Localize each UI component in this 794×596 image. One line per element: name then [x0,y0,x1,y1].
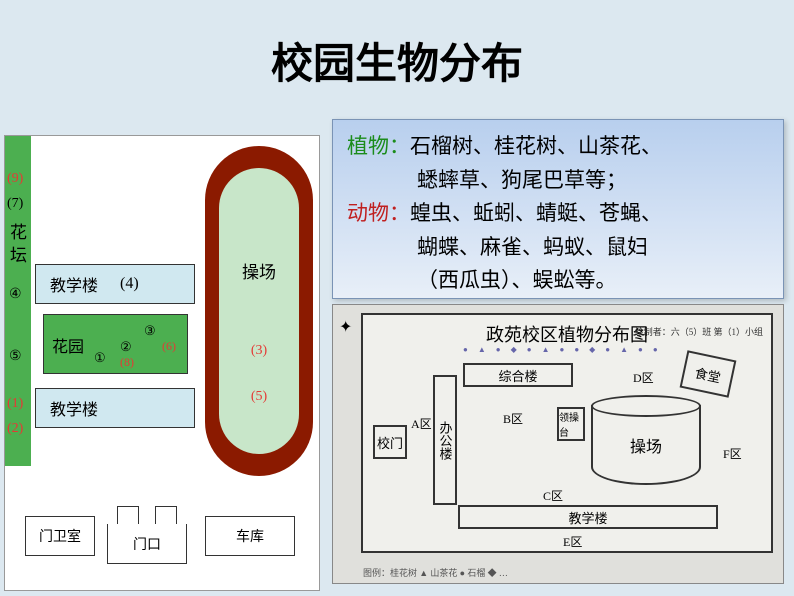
photo-map-legend: 图例：桂花树 ▲ 山茶花 ● 石榴 ◆ … [363,566,508,579]
pm-teaching: 教学楼 [458,505,718,529]
species-info-box: 植物： 石榴树、桂花树、山茶花、 蟋蟀草、狗尾巴草等； 动物： 蝗虫、蚯蚓、蜻蜓… [332,119,784,299]
animal-line1: 动物： 蝗虫、蚯蚓、蜻蜓、苍蝇、 [347,197,769,231]
scatter: ● ▲ ● ◆ ● ▲ ● ● ◆ ● ▲ ● ● [463,345,743,365]
gate-post-l [117,506,139,524]
pm-field: 操场 [591,395,701,485]
num-7: (7) [7,196,23,212]
pm-podium: 领操台 [557,407,585,441]
g-n8: (8) [120,355,134,370]
g-n3: ③ [144,323,156,339]
flowerbed-char2: 坛 [10,241,27,266]
animal-line3: （西瓜虫）、蜈蚣等。 [347,264,769,298]
campus-map-left: (9) (7) 花 坛 ④ ⑤ (1) (2) 教学楼 (4) 花园 ① ② ③… [4,135,320,591]
garden: 花园 ① ② ③ (8) (6) [43,314,188,374]
zone-f: F区 [723,445,742,462]
field-n5: (5) [251,389,267,405]
garage: 车库 [205,516,295,556]
campus-map-photo: ✦ 政苑校区植物分布图 绘制者：六（5）班 第（1）小组 校门 办公楼 综合楼 … [332,304,784,584]
zone-a: A区 [411,415,432,432]
gate: 门口 [107,524,187,564]
pm-office: 办公楼 [433,375,457,505]
side-2: (2) [7,421,23,437]
animal-text1: 蝗虫、蚯蚓、蜻蜓、苍蝇、 [410,197,662,231]
field-n3: (3) [251,343,267,359]
animal-line2: 蝴蝶、麻雀、蚂蚁、鼠妇 [347,231,769,265]
teaching2-label: 教学楼 [50,396,98,420]
flowerbed-char1: 花 [10,218,27,243]
g-n2: ② [120,339,132,355]
zone-c: C区 [543,487,563,504]
compass-icon: ✦ [339,317,352,337]
g-n6: (6) [162,339,176,354]
pm-complex: 综合楼 [463,363,573,387]
plant-line1: 植物： 石榴树、桂花树、山茶花、 [347,130,769,164]
teaching1-num: (4) [120,275,139,293]
num-9: (9) [7,171,23,187]
teaching-building-1: 教学楼 (4) [35,264,195,304]
teaching-building-2: 教学楼 [35,388,195,428]
plant-line2: 蟋蟀草、狗尾巴草等； [347,164,769,198]
zone-e: E区 [563,533,582,550]
animal-label: 动物： [347,197,410,231]
guard-room: 门卫室 [25,516,95,556]
field-label: 操场 [242,258,276,283]
pm-field-label: 操场 [591,433,701,457]
garden-label: 花园 [52,333,84,357]
zone-b: B区 [503,410,523,427]
plant-text1: 石榴树、桂花树、山茶花、 [410,130,662,164]
teaching1-label: 教学楼 [50,272,98,296]
pm-gate: 校门 [373,425,407,459]
page-title: 校园生物分布 [0,30,794,91]
side-5: ⑤ [9,348,22,365]
photo-map-subtitle: 绘制者：六（5）班 第（1）小组 [635,325,763,338]
g-n1: ① [94,350,106,366]
photo-map-inner: 政苑校区植物分布图 绘制者：六（5）班 第（1）小组 校门 办公楼 综合楼 食堂… [361,313,773,553]
side-4: ④ [9,286,22,303]
field: 操场 (3) (5) [219,168,299,454]
plant-label: 植物： [347,130,410,164]
zone-d: D区 [633,369,654,386]
side-1: (1) [7,396,23,412]
gate-post-r [155,506,177,524]
